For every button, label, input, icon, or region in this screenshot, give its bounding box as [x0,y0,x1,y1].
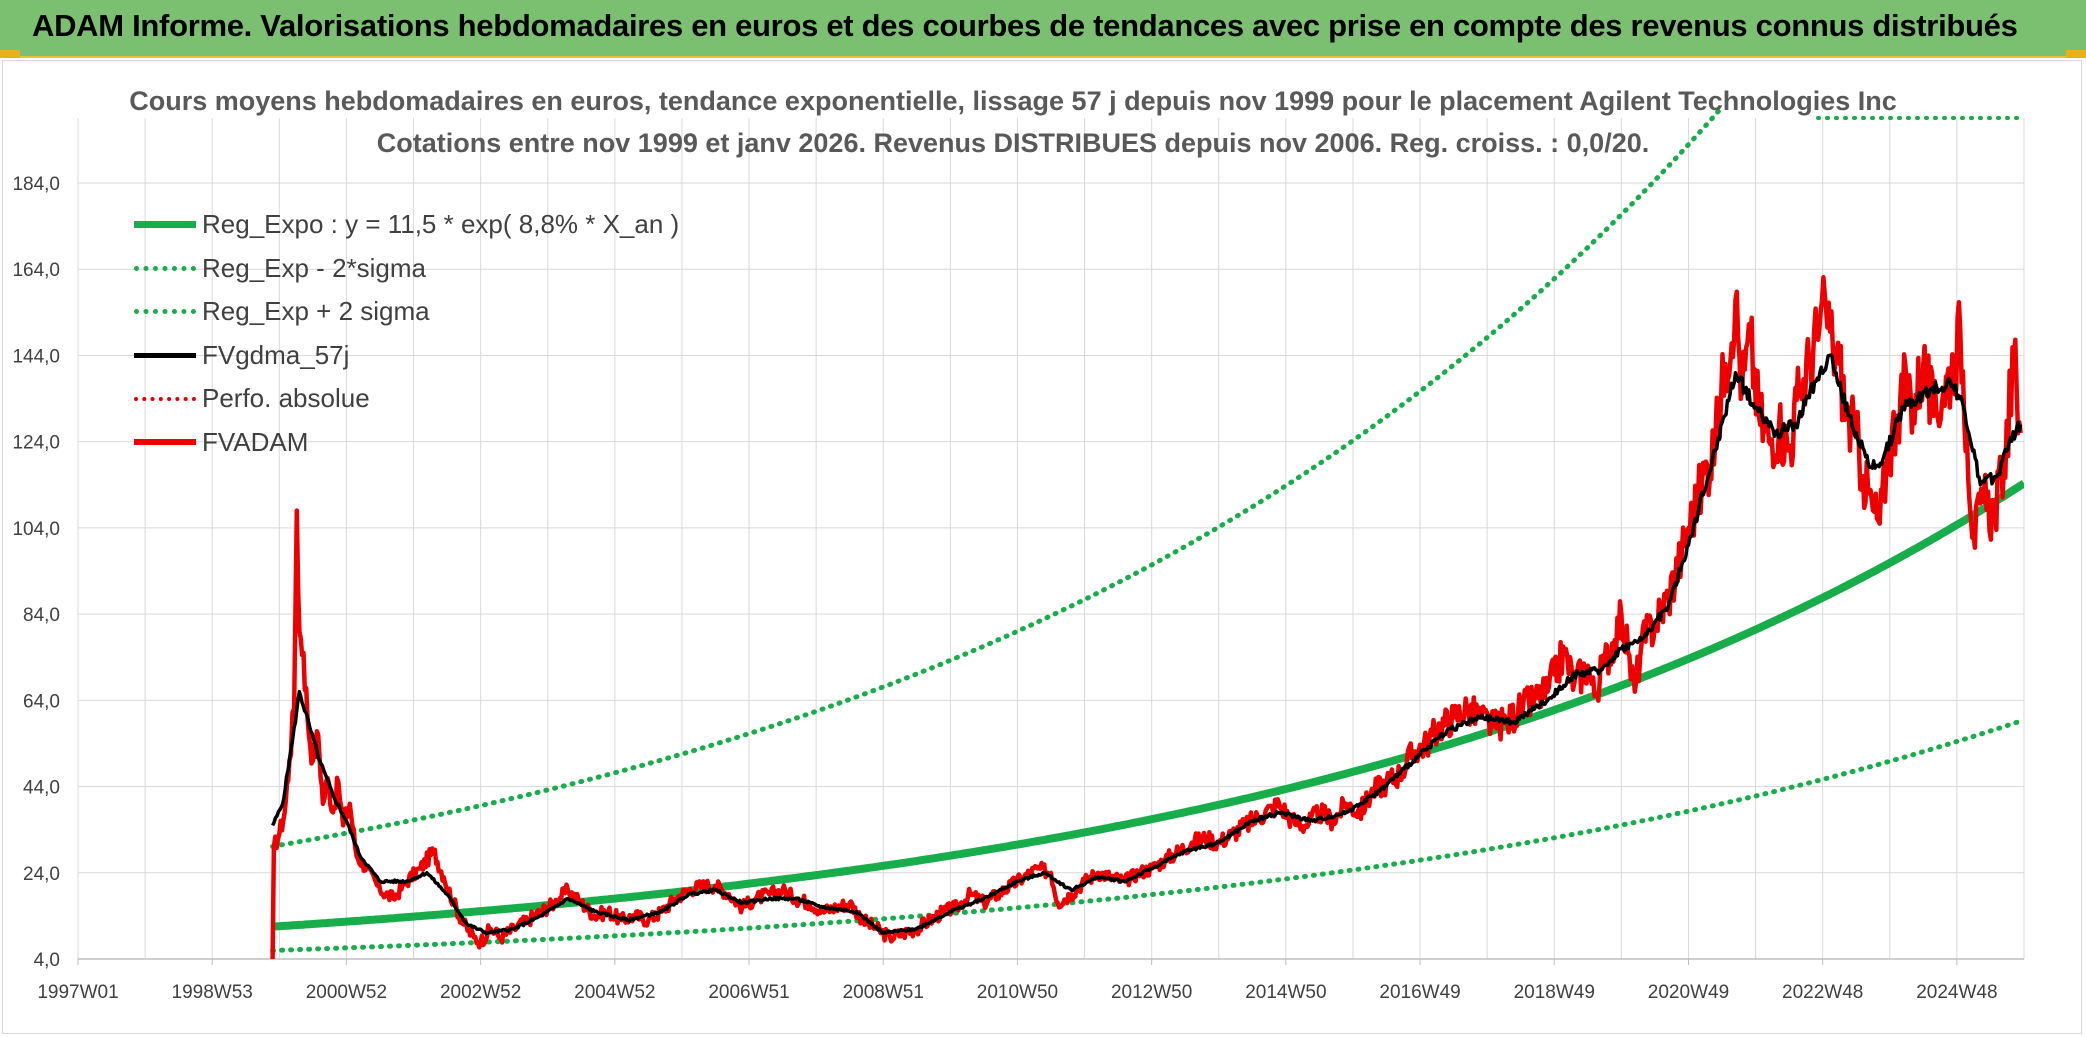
x-tick-label: 1998W53 [172,982,253,1003]
legend-swatch [134,439,196,446]
x-tick-label: 2010W50 [977,982,1058,1003]
y-tick-label: 44,0 [23,778,60,799]
legend-item-fvgdma: FVgdma_57j [134,334,679,378]
legend-label: Reg_Expo : y = 11,5 * exp( 8,8% * X_an ) [202,209,680,240]
legend-swatch [134,352,196,358]
legend-swatch [134,396,196,401]
legend-label: Reg_Exp - 2*sigma [202,252,426,283]
fvadam-line [270,275,2023,959]
y-tick-label: 164,0 [12,260,60,281]
legend-item-sigma_minus: Reg_Exp - 2*sigma [134,247,679,291]
header-corner-left [0,50,20,58]
x-tick-label: 2002W52 [440,982,521,1003]
x-tick-label: 1997W01 [37,982,118,1003]
report-title: ADAM Informe. Valorisations hebdomadaire… [32,8,2018,43]
x-tick-label: 2008W51 [843,982,924,1003]
header-corner-right [2066,50,2086,58]
legend-swatch [134,309,196,315]
legend-swatch [134,221,196,229]
x-tick-label: 2020W49 [1648,982,1729,1003]
legend-item-sigma_plus: Reg_Exp + 2 sigma [134,290,679,334]
x-tick-label: 2018W49 [1514,982,1595,1003]
y-tick-label: 24,0 [23,864,60,885]
x-tick-label: 2000W52 [306,982,387,1003]
report-header: ADAM Informe. Valorisations hebdomadaire… [0,0,2086,58]
y-tick-label: 84,0 [23,605,60,626]
chart-legend: Reg_Expo : y = 11,5 * exp( 8,8% * X_an )… [134,203,679,464]
legend-label: FVgdma_57j [202,339,350,370]
sigma-minus-line [270,717,2024,953]
x-tick-label: 2014W50 [1245,982,1326,1003]
legend-label: FVADAM [202,426,309,457]
fvgdma-line [271,353,2023,936]
chart-grid [77,118,2025,960]
chart-subtitle: Cotations entre nov 1999 et janv 2026. R… [376,128,1650,158]
x-tick-label: 2022W48 [1782,982,1863,1003]
y-tick-label: 124,0 [12,433,60,454]
x-tick-label: 2016W49 [1379,982,1460,1003]
legend-item-perfo: Perfo. absolue [134,377,679,421]
y-tick-label: 104,0 [12,519,60,540]
chart-axes: 4,0 24,0 44,0 64,0 84,0 104,0 124,0 144,0 164,0 1… [12,174,2024,1003]
legend-label: Reg_Exp + 2 sigma [202,296,430,327]
sigma-plus-line [270,108,1725,849]
y-tick-label: 144,0 [12,346,60,367]
x-tick-label: 2024W48 [1916,982,1997,1003]
y-tick-label: 4,0 [34,950,60,971]
legend-item-fvadam: FVADAM [134,421,679,465]
chart-title: Cours moyens hebdomadaires en euros, ten… [129,86,1897,116]
legend-swatch [134,265,196,271]
y-tick-label: 64,0 [23,691,60,712]
y-tick-label: 184,0 [12,174,60,195]
x-tick-label: 2004W52 [574,982,655,1003]
chart-series [270,108,2024,959]
x-tick-label: 2012W50 [1111,982,1192,1003]
x-tick-label: 2006W51 [708,982,789,1003]
legend-item-reg_expo: Reg_Expo : y = 11,5 * exp( 8,8% * X_an ) [134,203,679,247]
reg-expo-line [272,479,2024,931]
legend-label: Perfo. absolue [202,383,370,414]
